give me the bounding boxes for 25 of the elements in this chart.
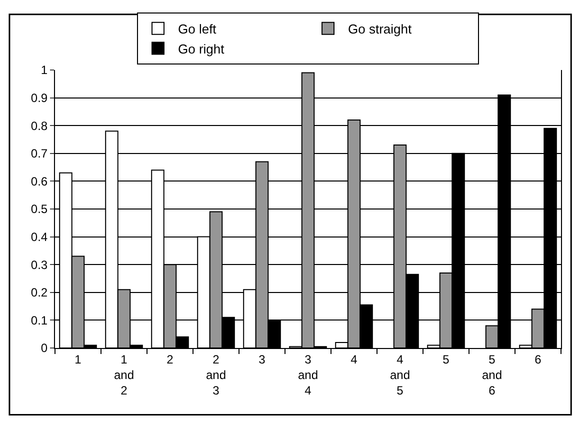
y-tick-label: 1 <box>40 63 48 78</box>
y-tick-label: 0.3 <box>30 258 48 272</box>
y-tick-label: 0 <box>40 341 48 356</box>
y-tick-label: 0.5 <box>30 202 48 216</box>
x-tick-label: 5 <box>442 352 450 366</box>
x-tick-label: 4 <box>350 352 358 366</box>
x-tick-label: 1 <box>74 352 82 366</box>
x-tick-label: 4 and 5 <box>390 352 410 398</box>
x-tick-label: 1 and 2 <box>114 352 134 398</box>
x-tick-label: 3 <box>258 352 266 366</box>
x-tick-label: 3 and 4 <box>298 352 318 398</box>
y-tick-label: 0.8 <box>30 118 48 133</box>
x-tick-label: 2 and 3 <box>206 352 226 398</box>
y-tick-label: 0.9 <box>30 91 48 105</box>
legend-label: Go straight <box>348 21 412 36</box>
y-tick-label: 0.7 <box>30 146 48 161</box>
y-tick-label: 0.4 <box>30 230 48 244</box>
legend-label: Go right <box>178 41 225 56</box>
y-tick-label: 0.2 <box>30 286 48 300</box>
legend-label: Go left <box>178 21 217 36</box>
x-tick-label: 6 <box>534 352 542 366</box>
y-tick-label: 0.1 <box>30 313 48 328</box>
y-tick-label: 0.6 <box>30 174 48 188</box>
x-tick-label: 2 <box>166 352 174 366</box>
x-tick-label: 5 and 6 <box>482 352 502 398</box>
